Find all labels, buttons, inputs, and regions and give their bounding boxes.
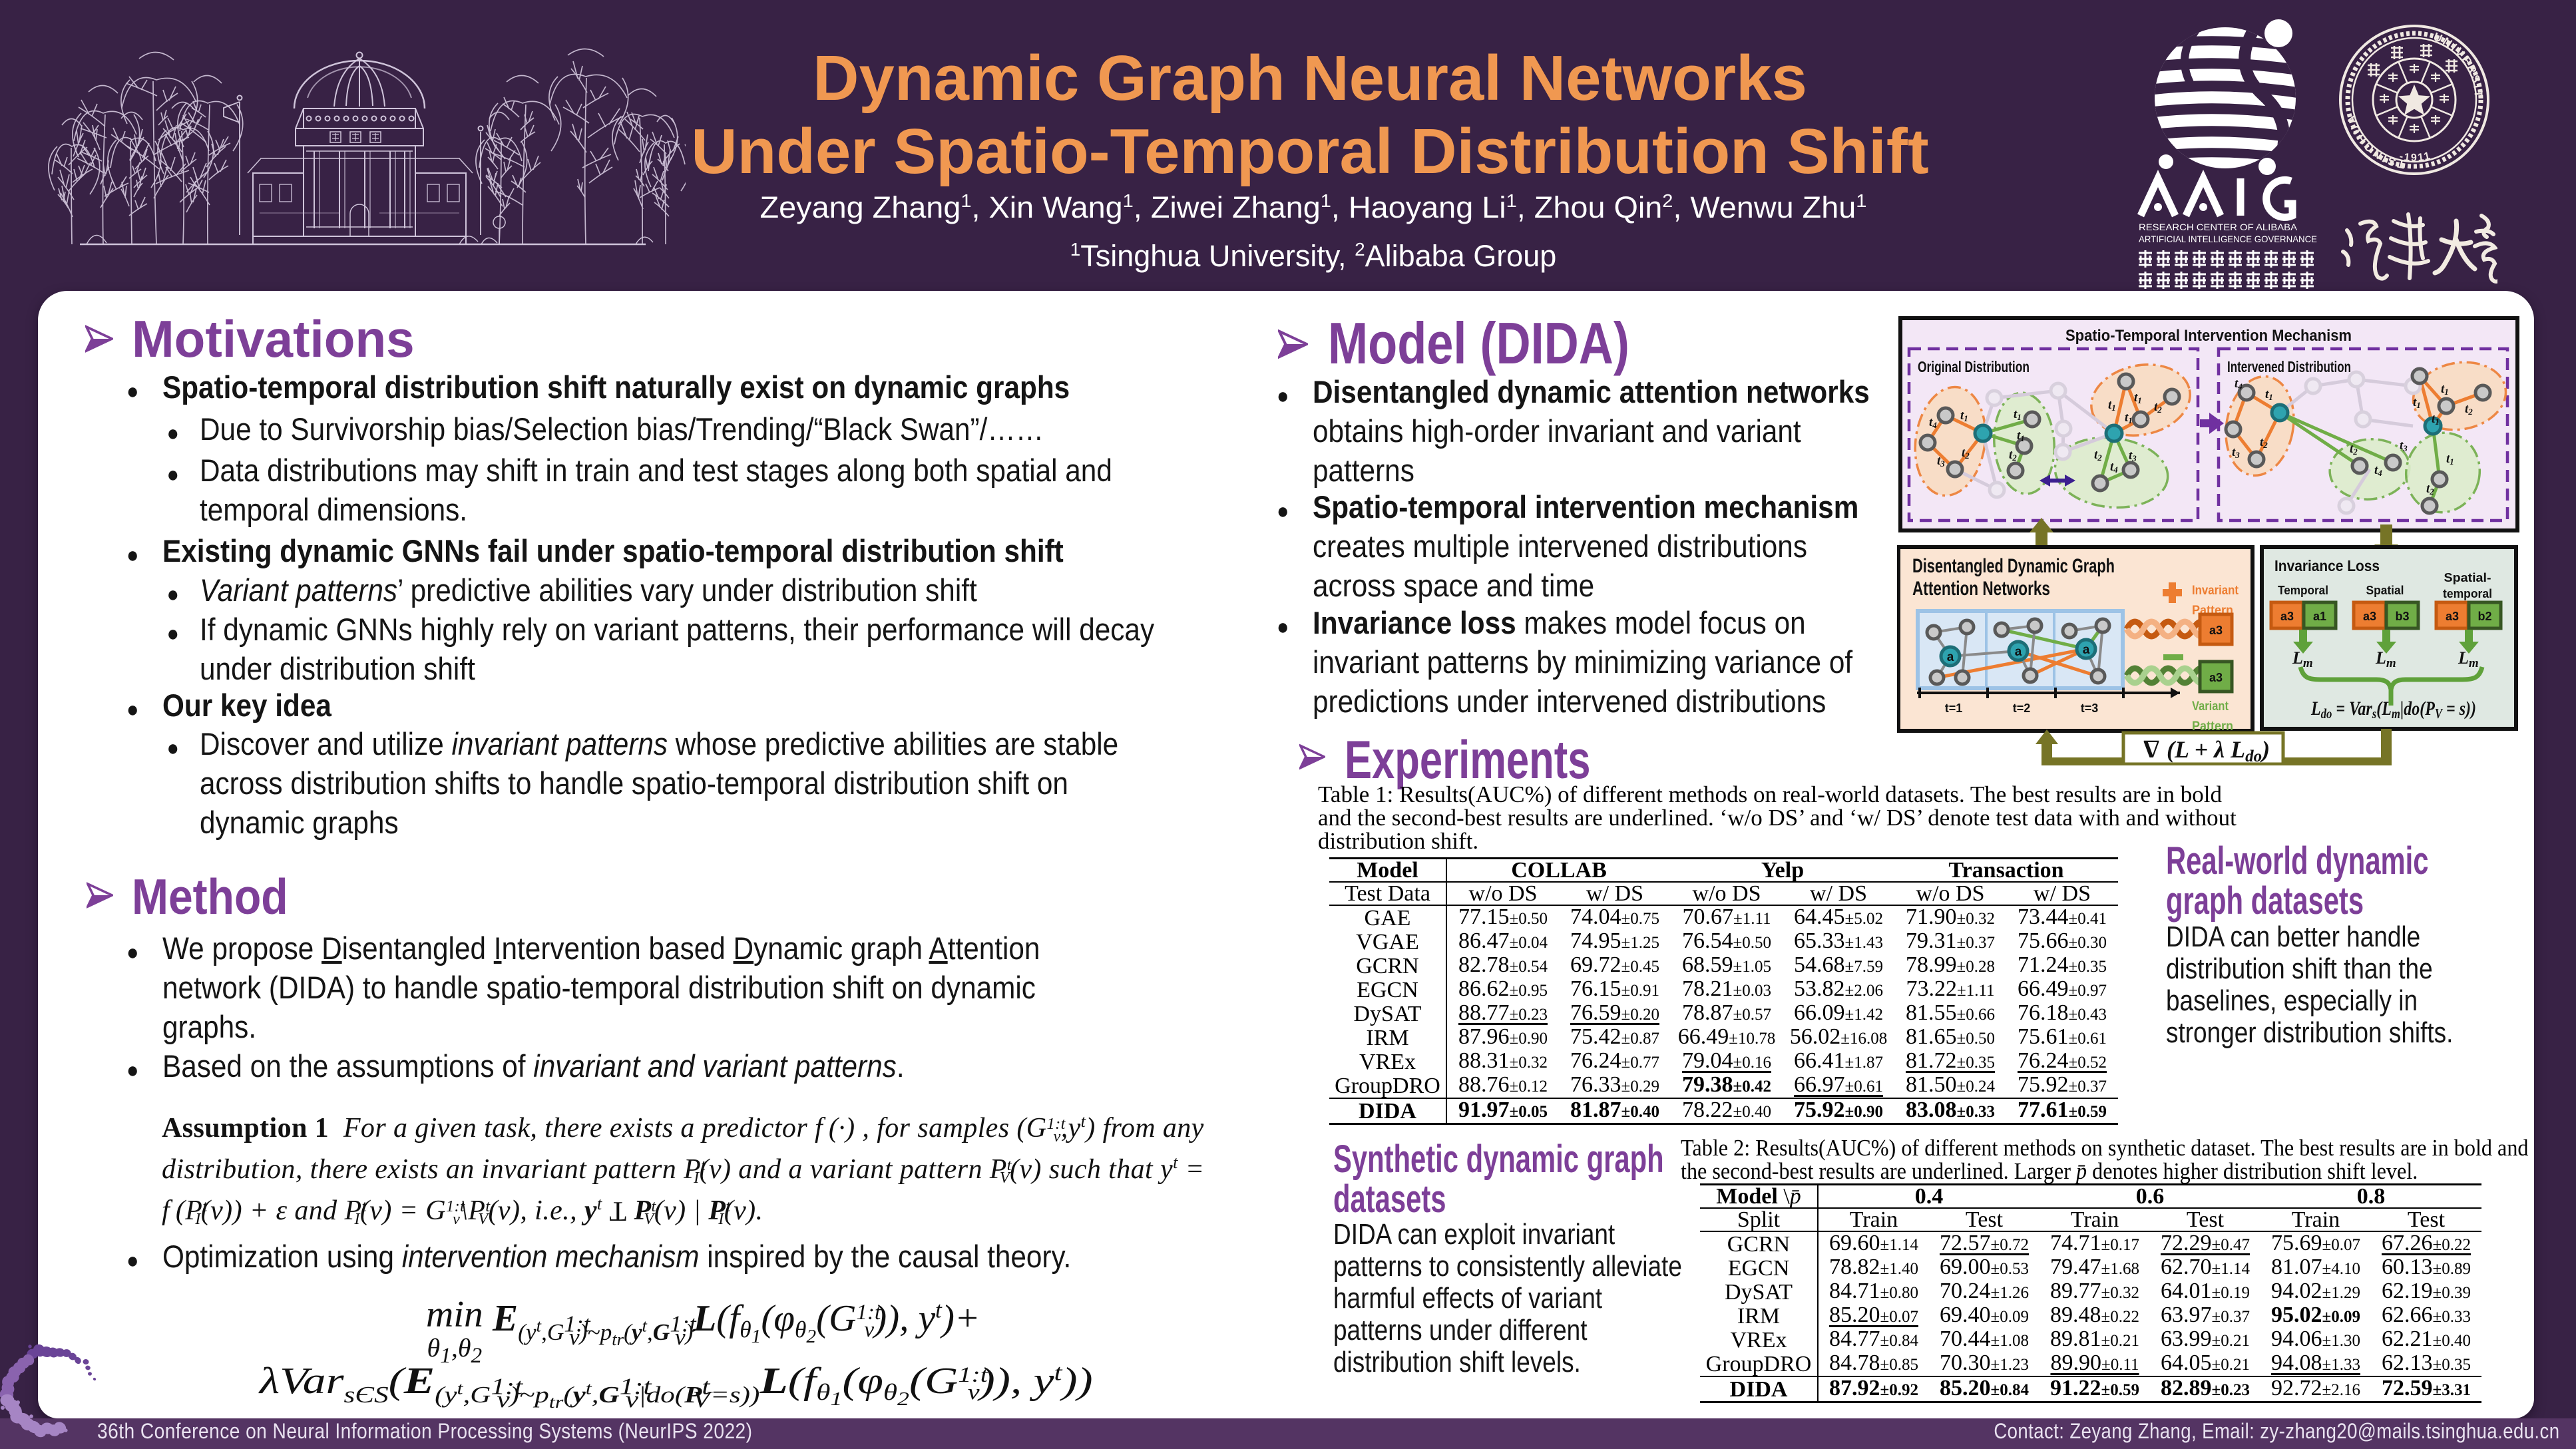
svg-text:t1: t1 xyxy=(2446,452,2454,467)
svg-text:a: a xyxy=(2083,643,2090,657)
svg-text:a3: a3 xyxy=(2209,671,2223,684)
svg-text:t=1: t=1 xyxy=(1945,702,1963,715)
svg-text:a1: a1 xyxy=(2313,610,2326,623)
svg-text:Invariance Loss: Invariance Loss xyxy=(2274,557,2380,574)
svg-text:Original Distribution: Original Distribution xyxy=(1918,358,2030,375)
svg-text:temporal: temporal xyxy=(2443,587,2492,600)
svg-text:t1: t1 xyxy=(2017,429,2025,443)
svg-text:t1: t1 xyxy=(2441,382,2449,397)
svg-text:t1: t1 xyxy=(1960,409,1968,423)
svg-text:t1: t1 xyxy=(2125,411,2133,425)
svg-text:Spatio-Temporal Intervention M: Spatio-Temporal Intervention Mechanism xyxy=(2065,327,2352,345)
svg-text:Δ: Δ xyxy=(2143,735,2159,763)
svg-text:t1: t1 xyxy=(2134,391,2142,405)
svg-text:b2: b2 xyxy=(2477,610,2491,623)
svg-text:t1: t1 xyxy=(2108,398,2116,413)
svg-text:t=3: t=3 xyxy=(2081,702,2099,715)
svg-text:Variant: Variant xyxy=(2192,700,2229,714)
svg-text:a3: a3 xyxy=(2446,610,2459,623)
svg-text:a: a xyxy=(2015,645,2022,659)
svg-text:t1: t1 xyxy=(2265,387,2273,402)
svg-text:a3: a3 xyxy=(2280,610,2294,623)
svg-text:RESEARCH CENTER OF ALIBABA: RESEARCH CENTER OF ALIBABA xyxy=(2139,222,2298,232)
svg-text:Attention Networks: Attention Networks xyxy=(1912,578,2050,600)
svg-text:t=2: t=2 xyxy=(2013,702,2031,715)
svg-text:t1: t1 xyxy=(2432,412,2440,427)
svg-text:a3: a3 xyxy=(2209,624,2223,637)
svg-text:a3: a3 xyxy=(2363,610,2376,623)
svg-text:a: a xyxy=(1947,650,1954,664)
svg-text:ARTIFICIAL INTELLIGENCE GOVERN: ARTIFICIAL INTELLIGENCE GOVERNANCE xyxy=(2139,234,2317,244)
svg-text:b3: b3 xyxy=(2395,610,2409,623)
svg-text:Spatial: Spatial xyxy=(2366,584,2404,597)
svg-text:Invariant: Invariant xyxy=(2192,584,2239,598)
svg-text:Disentangled Dynamic Graph: Disentangled Dynamic Graph xyxy=(1912,555,2115,577)
svg-text:Ldo = Vars(Lm|do(PV = s)): Ldo = Vars(Lm|do(PV = s)) xyxy=(2310,698,2476,722)
svg-text:Pattern: Pattern xyxy=(2192,720,2233,733)
svg-text:t1: t1 xyxy=(2413,395,2421,410)
svg-text:t1: t1 xyxy=(2014,407,2022,422)
svg-text:Temporal: Temporal xyxy=(2278,584,2328,597)
svg-text:Intervened Distribution: Intervened Distribution xyxy=(2227,358,2351,375)
svg-text:Spatial-: Spatial- xyxy=(2444,571,2491,584)
